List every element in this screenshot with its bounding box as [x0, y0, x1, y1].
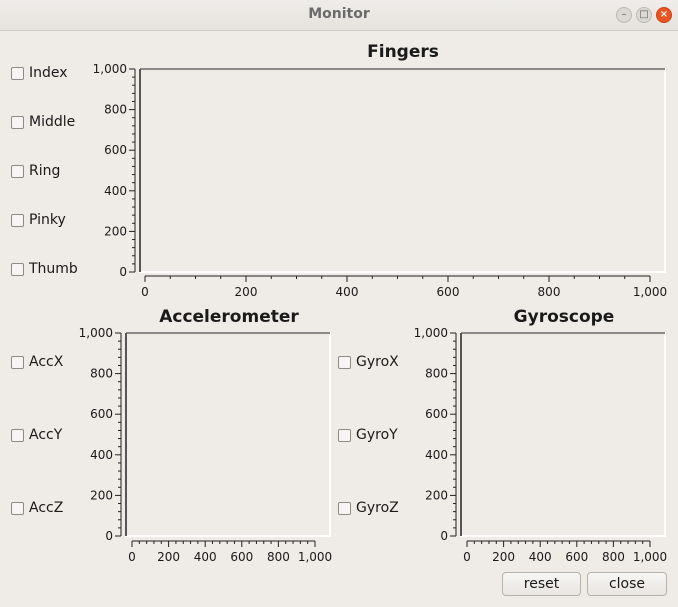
- checkbox-accz-label: AccZ: [29, 500, 64, 516]
- minimize-icon[interactable]: –: [616, 7, 632, 23]
- checkbox-accz-box[interactable]: [11, 501, 24, 515]
- fingers-y-tick-label: 1,000: [93, 62, 127, 76]
- fingers-x-tick-label: 0: [141, 285, 149, 299]
- fingers-x-tick-label: 200: [235, 285, 258, 299]
- accelerometer-y-tick-label: 1,000: [79, 326, 113, 340]
- checkbox-accy-box[interactable]: [11, 428, 24, 442]
- gyroscope-plot-frame: [460, 332, 666, 537]
- gyroscope-y-tick-label: 200: [425, 488, 448, 502]
- gyroscope-plot-title: Gyroscope: [513, 307, 615, 327]
- checkbox-gyroy[interactable]: GyroY: [338, 427, 398, 443]
- window-titlebar: Monitor – □ ×: [0, 0, 678, 31]
- checkbox-gyroz-label: GyroZ: [356, 500, 399, 516]
- gyroscope-x-tick-label: 0: [463, 550, 471, 564]
- fingers-y-tick-label: 800: [104, 103, 127, 117]
- gyroscope-x-tick-label: 200: [492, 550, 515, 564]
- accelerometer-x-tick-label: 800: [267, 550, 290, 564]
- checkbox-thumb-box[interactable]: [11, 262, 24, 276]
- accelerometer-y-tick-label: 0: [105, 529, 113, 543]
- fingers-x-tick-label: 600: [437, 285, 460, 299]
- gyroscope-y-tick-label: 0: [440, 529, 448, 543]
- checkbox-gyroz[interactable]: GyroZ: [338, 500, 399, 516]
- accelerometer-x-tick-label: 400: [194, 550, 217, 564]
- checkbox-ring[interactable]: Ring: [11, 163, 60, 179]
- checkbox-thumb[interactable]: Thumb: [11, 261, 78, 277]
- accelerometer-x-tick-label: 200: [157, 550, 180, 564]
- reset-button[interactable]: reset: [502, 572, 581, 596]
- fingers-x-tick-label: 1,000: [633, 285, 667, 299]
- checkbox-accx-box[interactable]: [11, 355, 24, 369]
- checkbox-accz[interactable]: AccZ: [11, 500, 63, 516]
- gyroscope-y-tick-label: 1,000: [414, 326, 448, 340]
- close-button[interactable]: close: [587, 572, 667, 596]
- checkbox-ring-box[interactable]: [11, 164, 24, 178]
- checkbox-middle-label: Middle: [29, 114, 76, 130]
- accelerometer-plot-title: Accelerometer: [159, 307, 299, 327]
- accelerometer-y-tick-label: 400: [90, 448, 113, 462]
- fingers-plot-title: Fingers: [367, 42, 439, 62]
- checkbox-index-label: Index: [29, 65, 68, 81]
- checkbox-accy[interactable]: AccY: [11, 427, 62, 443]
- checkbox-accx-label: AccX: [29, 354, 64, 370]
- gyroscope-x-tick-label: 1,000: [633, 550, 667, 564]
- fingers-y-tick-label: 200: [104, 224, 127, 238]
- checkbox-accy-label: AccY: [29, 427, 63, 443]
- gyroscope-y-tick-label: 800: [425, 367, 448, 381]
- gyroscope-x-tick-label: 800: [602, 550, 625, 564]
- checkbox-gyrox-label: GyroX: [356, 354, 399, 370]
- checkbox-gyroy-label: GyroY: [356, 427, 398, 443]
- fingers-x-tick-label: 800: [538, 285, 561, 299]
- fingers-plot-frame: [139, 68, 666, 273]
- maximize-icon[interactable]: □: [636, 7, 652, 23]
- fingers-y-tick-label: 600: [104, 143, 127, 157]
- window-title: Monitor: [308, 6, 370, 22]
- checkbox-gyrox-box[interactable]: [338, 355, 351, 369]
- checkbox-gyroy-box[interactable]: [338, 428, 351, 442]
- checkbox-gyrox[interactable]: GyroX: [338, 354, 399, 370]
- accelerometer-y-tick-label: 600: [90, 407, 113, 421]
- checkbox-gyroz-box[interactable]: [338, 501, 351, 515]
- accelerometer-x-tick-label: 0: [128, 550, 136, 564]
- checkbox-index[interactable]: Index: [11, 65, 68, 81]
- checkbox-index-box[interactable]: [11, 66, 24, 80]
- gyroscope-x-tick-label: 400: [529, 550, 552, 564]
- gyroscope-x-tick-label: 600: [565, 550, 588, 564]
- fingers-y-tick-label: 400: [104, 184, 127, 198]
- accelerometer-x-tick-label: 1,000: [298, 550, 332, 564]
- accelerometer-plot-frame: [125, 332, 331, 537]
- gyroscope-y-tick-label: 400: [425, 448, 448, 462]
- checkbox-accx[interactable]: AccX: [11, 354, 63, 370]
- accelerometer-y-tick-label: 800: [90, 367, 113, 381]
- checkbox-pinky-box[interactable]: [11, 213, 24, 227]
- checkbox-middle[interactable]: Middle: [11, 114, 75, 130]
- gyroscope-y-tick-label: 600: [425, 407, 448, 421]
- checkbox-pinky-label: Pinky: [29, 212, 66, 228]
- close-window-icon[interactable]: ×: [656, 7, 672, 23]
- fingers-y-tick-label: 0: [119, 265, 127, 279]
- checkbox-pinky[interactable]: Pinky: [11, 212, 66, 228]
- checkbox-ring-label: Ring: [29, 163, 61, 179]
- fingers-x-tick-label: 400: [336, 285, 359, 299]
- checkbox-middle-box[interactable]: [11, 115, 24, 129]
- accelerometer-y-tick-label: 200: [90, 488, 113, 502]
- checkbox-thumb-label: Thumb: [29, 261, 78, 277]
- accelerometer-x-tick-label: 600: [230, 550, 253, 564]
